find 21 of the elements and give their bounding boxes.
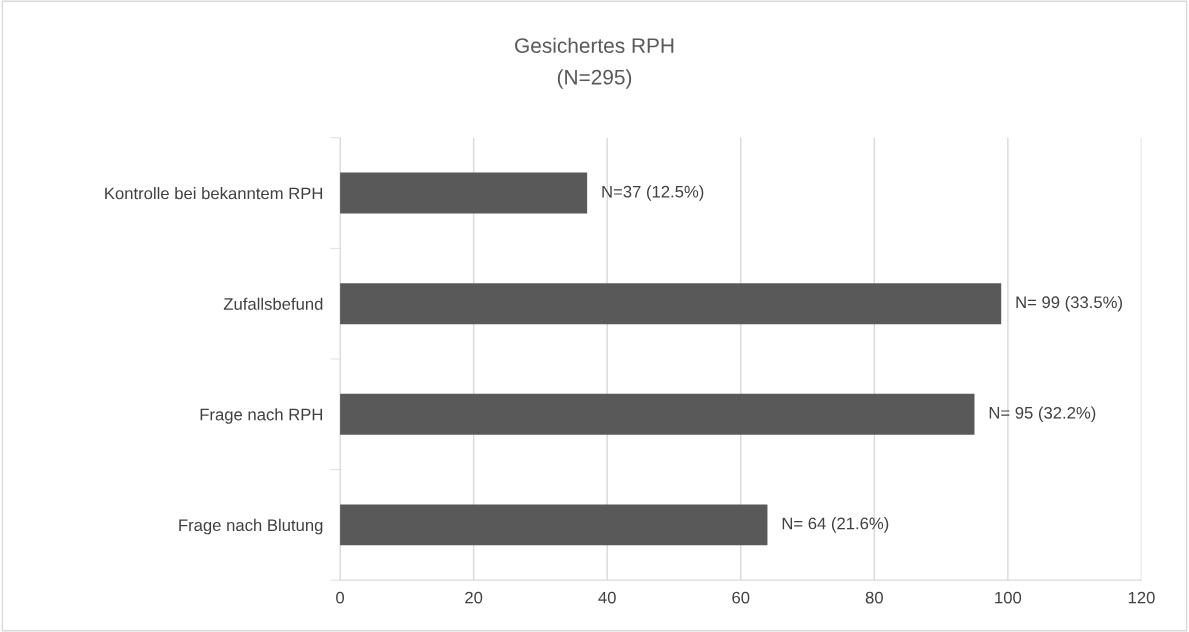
- bar: [340, 393, 975, 435]
- data-label: N=37 (12.5%): [602, 185, 704, 201]
- x-tick-label: 60: [732, 591, 750, 604]
- data-label: N= 99 (33.5%): [1016, 295, 1122, 312]
- x-tick-label: 100: [995, 591, 1022, 604]
- x-tick-label: 80: [865, 591, 883, 604]
- bar: [340, 504, 768, 546]
- chart-subtitle: (N=295): [557, 69, 632, 89]
- y-tick-label: Frage nach Blutung: [179, 518, 323, 535]
- x-tick-label: 120: [1128, 591, 1155, 604]
- y-tick-label: Kontrolle bei bekanntem RPH: [105, 187, 323, 200]
- y-tick-label: Zufallsbefund: [223, 297, 323, 310]
- y-tick-label: Frage nach RPH: [200, 408, 323, 424]
- bar: [340, 172, 588, 214]
- bar: [340, 283, 1002, 325]
- chart-title: Gesichertes RPH: [515, 37, 674, 53]
- x-tick-label: 0: [336, 591, 345, 604]
- data-label: N= 95 (32.2%): [989, 406, 1096, 423]
- x-tick-label: 20: [465, 591, 483, 604]
- data-label: N= 64 (21.6%): [782, 517, 889, 533]
- x-tick-label: 40: [598, 591, 616, 604]
